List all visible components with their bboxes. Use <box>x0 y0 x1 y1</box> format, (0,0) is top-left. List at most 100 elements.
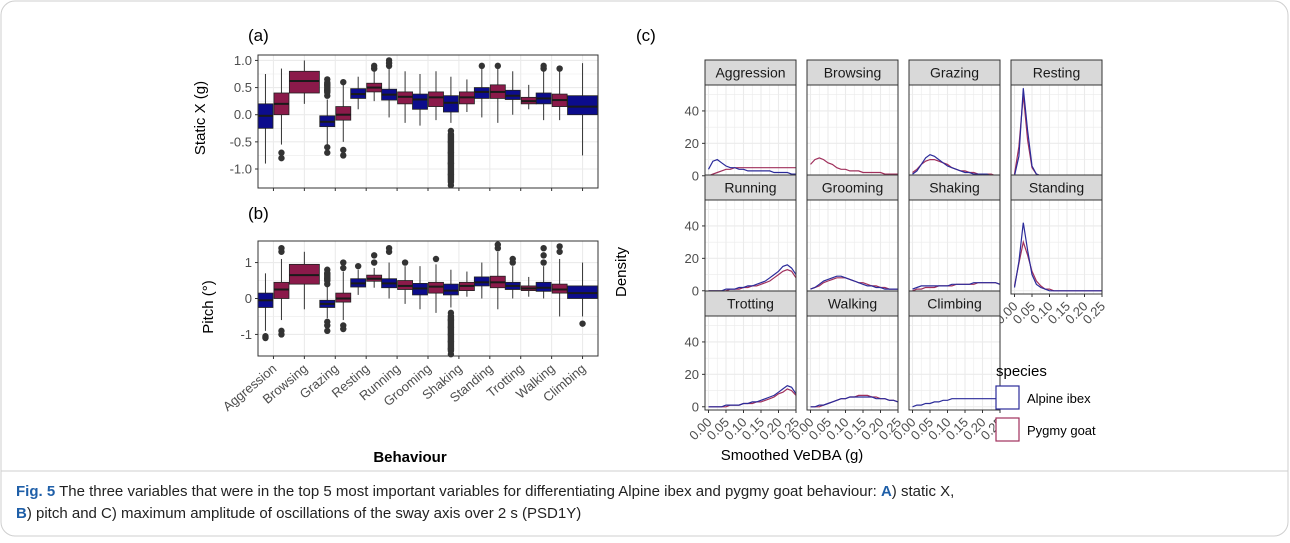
outlier-point <box>340 325 347 333</box>
density-line-goat <box>708 167 796 177</box>
outlier-column <box>324 269 331 285</box>
panel-c-x-title: Smoothed VeDBA (g) <box>721 447 864 464</box>
outlier-point <box>354 262 362 270</box>
y-tick-label: -1.0 <box>230 162 252 177</box>
y-tick-label: 0 <box>692 168 699 183</box>
density-line-goat <box>810 157 898 175</box>
facet-strip-label: Trotting <box>727 296 774 312</box>
facet-border <box>1010 199 1103 295</box>
facet-strip <box>704 290 797 317</box>
outlier-point <box>385 57 393 64</box>
facet-plot-area <box>1011 85 1102 179</box>
outlier-point <box>556 243 563 250</box>
facet-strip <box>1010 174 1103 201</box>
y-tick-label: 0.0 <box>234 107 252 122</box>
facet-running: Running 0 20 40 <box>685 174 797 298</box>
panel-a-y-title: Static X (g) <box>192 81 209 155</box>
outlier-point <box>540 259 547 266</box>
facet-border <box>806 315 899 411</box>
outlier-point <box>340 264 347 272</box>
outlier-point <box>370 62 378 70</box>
box <box>443 283 459 296</box>
facet-strip-label: Grooming <box>822 180 883 196</box>
plot-border <box>257 240 599 357</box>
outlier-point <box>324 322 331 329</box>
y-tick-label: 20 <box>685 251 699 266</box>
outlier-point <box>278 244 285 252</box>
facet-strip-label: Browsing <box>824 65 882 81</box>
box <box>335 106 352 121</box>
facet-aggression: Aggression 0 20 40 <box>685 59 797 183</box>
y-tick-label: 40 <box>685 334 699 349</box>
facet-strip <box>1010 59 1103 86</box>
facet-strip <box>908 59 1001 86</box>
density-line-ibex <box>912 282 1001 290</box>
density-line-ibex <box>912 154 1000 177</box>
outlier-point <box>340 146 347 154</box>
outlier-point <box>432 255 440 263</box>
box <box>412 93 428 110</box>
legend-key-goat <box>995 417 1020 442</box>
facet-border <box>704 315 797 411</box>
density-line-ibex <box>708 385 797 408</box>
outlier-point <box>509 255 516 263</box>
box <box>443 95 459 113</box>
facet-strip-label: Resting <box>1033 65 1080 81</box>
caption-b: B <box>16 505 27 522</box>
facet-grooming: Grooming <box>806 174 899 295</box>
facet-plot-area <box>807 316 898 410</box>
density-line-ibex <box>1013 222 1102 292</box>
density-line-ibex <box>810 396 899 408</box>
facet-plot-area <box>705 200 796 294</box>
outlier-point <box>385 244 393 252</box>
outlier-point <box>579 320 586 327</box>
facet-strip <box>908 290 1001 317</box>
legend-key-ibex <box>995 385 1020 410</box>
facet-browsing: Browsing <box>806 59 899 180</box>
y-tick-label: 20 <box>685 367 699 382</box>
facet-strip-label: Aggression <box>715 65 785 81</box>
outlier-point <box>494 241 502 248</box>
facet-strip <box>806 59 899 86</box>
box <box>567 95 598 116</box>
facet-strip-label: Standing <box>1029 180 1084 196</box>
facet-resting: Resting <box>1010 59 1103 180</box>
y-tick-label: 1.0 <box>234 53 252 68</box>
outlier-point <box>540 252 547 259</box>
facet-strip-label: Running <box>724 180 776 196</box>
facet-strip-label: Grazing <box>930 65 979 81</box>
facet-plot-area <box>909 85 1000 179</box>
panel-b: (b) Pitch (°) 10-1AggressionBrowsingGraz… <box>200 204 599 466</box>
density-line-ibex <box>810 275 898 290</box>
outlier-point <box>540 62 547 70</box>
legend-label-ibex: Alpine ibex <box>1027 391 1091 406</box>
facet-border <box>908 315 1001 411</box>
plot-border <box>257 54 599 189</box>
outlier-column <box>447 312 455 355</box>
outlier-point <box>278 149 285 156</box>
legend-label-goat: Pygmy goat <box>1027 423 1096 438</box>
panel-b-y-title: Pitch (°) <box>200 280 217 334</box>
outlier-point <box>370 259 378 266</box>
box <box>473 87 490 99</box>
facet-plot-area <box>807 200 898 294</box>
facet-plot-area <box>705 85 796 179</box>
facet-grazing: Grazing <box>908 59 1001 180</box>
caption-text-2: ) static X, <box>892 483 955 500</box>
legend: species Alpine ibex Pygmy goat <box>995 363 1096 442</box>
panel-b-label: (b) <box>248 204 269 223</box>
caption-text-3: ) pitch and C) maximum amplitude of osci… <box>27 505 581 522</box>
facet-strip-label: Walking <box>828 296 877 312</box>
outlier-point <box>262 334 269 342</box>
panel-c-y-title: Density <box>613 246 630 297</box>
panel-b-x-title: Behaviour <box>373 449 447 466</box>
y-tick-label: 1 <box>245 255 252 270</box>
outlier-point <box>478 62 486 70</box>
box <box>428 91 444 107</box>
facet-strip <box>806 290 899 317</box>
y-tick-label: -0.5 <box>230 134 252 149</box>
